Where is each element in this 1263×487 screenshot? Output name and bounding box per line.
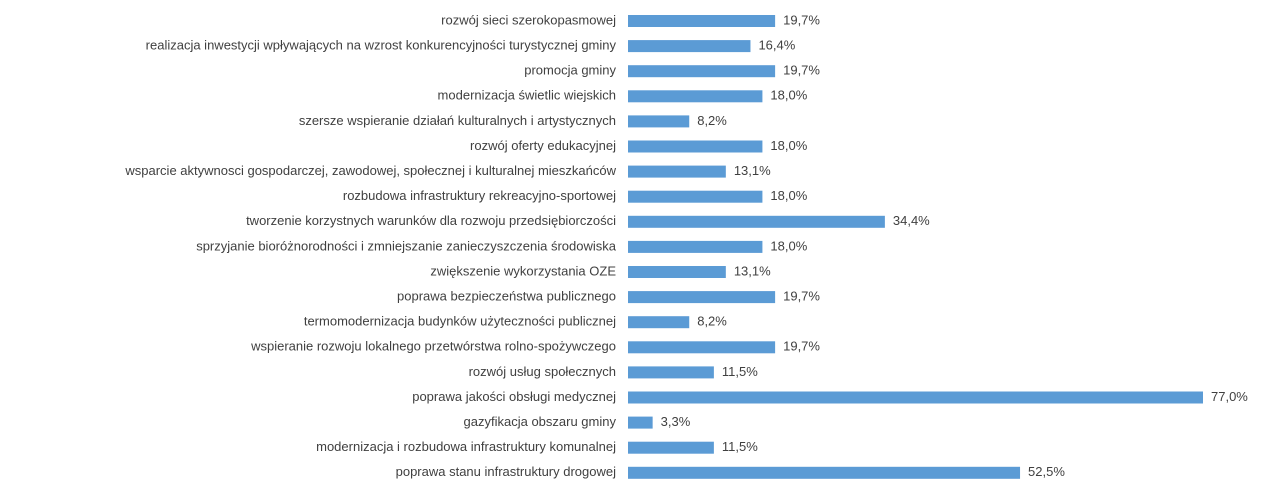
category-label: termomodernizacja budynków użyteczności … xyxy=(304,314,616,329)
bar xyxy=(628,215,885,228)
category-label: modernizacja i rozbudowa infrastruktury … xyxy=(316,439,616,454)
category-label: promocja gminy xyxy=(524,63,616,78)
value-label: 19,7% xyxy=(783,63,820,78)
category-label: tworzenie korzystnych warunków dla rozwo… xyxy=(246,213,616,228)
category-label: poprawa stanu infrastruktury drogowej xyxy=(396,464,617,479)
category-label: rozwój usług społecznych xyxy=(469,364,616,379)
category-label: sprzyjanie bioróżnorodności i zmniejszan… xyxy=(196,238,617,253)
value-label: 18,0% xyxy=(770,238,807,253)
category-label: rozwój oferty edukacyjnej xyxy=(470,138,616,153)
bar xyxy=(628,190,763,203)
value-label: 19,7% xyxy=(783,12,820,27)
value-label: 13,1% xyxy=(734,263,771,278)
value-label: 3,3% xyxy=(661,414,691,429)
category-label: rozwój sieci szerokopasmowej xyxy=(441,12,616,27)
value-label: 8,2% xyxy=(697,314,727,329)
bar xyxy=(628,316,690,329)
value-label: 8,2% xyxy=(697,113,727,128)
value-label: 19,7% xyxy=(783,339,820,354)
category-label: poprawa jakości obsługi medycznej xyxy=(412,389,616,404)
bar xyxy=(628,65,776,78)
category-label: szersze wspieranie działań kulturalnych … xyxy=(299,113,616,128)
value-label: 18,0% xyxy=(770,138,807,153)
value-label: 34,4% xyxy=(893,213,930,228)
bar xyxy=(628,15,776,27)
value-label: 18,0% xyxy=(770,188,807,203)
value-label: 13,1% xyxy=(734,163,771,178)
bar xyxy=(628,466,1021,479)
value-label: 11,5% xyxy=(722,364,758,379)
bar xyxy=(628,391,1203,404)
bar xyxy=(628,165,726,178)
category-label: wspieranie rozwoju lokalnego przetwórstw… xyxy=(250,339,616,354)
bar xyxy=(628,240,763,253)
bar xyxy=(628,266,726,278)
value-label: 18,0% xyxy=(770,88,807,103)
category-label: modernizacja świetlic wiejskich xyxy=(438,88,616,103)
bar xyxy=(628,366,714,379)
bar xyxy=(628,291,776,304)
category-label: poprawa bezpieczeństwa publicznego xyxy=(397,289,616,304)
bar xyxy=(628,40,751,53)
value-label: 19,7% xyxy=(783,289,820,304)
bar xyxy=(628,341,776,354)
category-label: rozbudowa infrastruktury rekreacyjno-spo… xyxy=(343,188,616,203)
value-label: 77,0% xyxy=(1211,389,1248,404)
bar xyxy=(628,416,653,429)
bar xyxy=(628,90,763,103)
category-label: realizacja inwestycji wpływających na wz… xyxy=(146,38,617,53)
category-label: gazyfikacja obszaru gminy xyxy=(464,414,617,429)
value-label: 52,5% xyxy=(1028,464,1065,479)
bar xyxy=(628,441,714,454)
bar xyxy=(628,140,763,153)
category-label: wsparcie aktywnosci gospodarczej, zawodo… xyxy=(124,163,616,178)
category-label: zwiększenie wykorzystania OZE xyxy=(430,263,616,278)
bar xyxy=(628,115,690,128)
value-label: 11,5% xyxy=(722,439,758,454)
value-label: 16,4% xyxy=(758,38,795,53)
